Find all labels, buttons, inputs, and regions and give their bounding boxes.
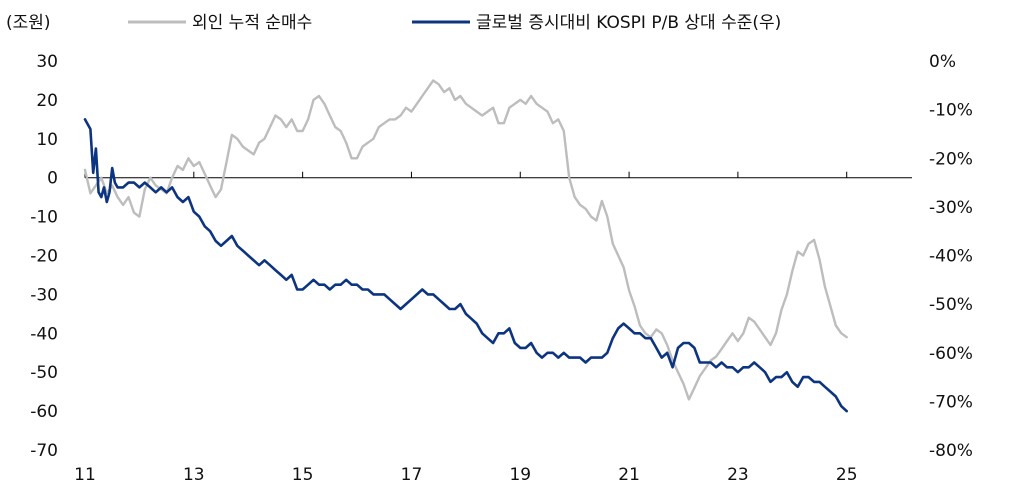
left-tick-label: -30 [30,285,58,305]
right-axis: 0% -10% -20% -30% -40% -50% -60% -70% -80% [929,52,973,461]
x-tick-label: 23 [727,465,749,485]
right-tick-label: -80% [929,441,973,461]
right-tick-label: -20% [929,149,973,169]
right-tick-label: 0% [929,52,956,72]
series-line-kospi-pb [83,118,848,413]
legend-label-kospi-pb: 글로벌 증시대비 KOSPI P/B 상대 수준(우) [476,13,781,33]
series-layer [83,79,848,413]
right-tick-label: -70% [929,392,973,412]
left-tick-label: -20 [30,247,58,267]
left-tick-label: 30 [36,52,58,72]
left-tick-label: 20 [36,91,58,111]
left-tick-label: -10 [30,208,58,228]
x-tick-label: 25 [836,465,858,485]
x-tick-label: 17 [401,465,423,485]
left-tick-label: -70 [30,441,58,461]
x-tick-label: 21 [618,465,640,485]
right-tick-label: -60% [929,344,973,364]
right-tick-label: -30% [929,198,973,218]
legend: 외인 누적 순매수 글로벌 증시대비 KOSPI P/B 상대 수준(우) [128,13,781,33]
left-axis: 30 20 10 0 -10 -20 -30 -40 -50 -60 -70 [30,52,58,461]
legend-label-foreign-net-buy: 외인 누적 순매수 [192,13,312,33]
left-tick-label: 0 [47,169,58,189]
series-line-foreign-net-buy [83,79,848,401]
left-axis-unit-label: (조원) [6,13,51,33]
x-tick-label: 19 [509,465,531,485]
x-tick-label: 15 [292,465,314,485]
right-tick-label: -10% [929,101,973,121]
left-tick-label: 10 [36,130,58,150]
x-tick-label: 11 [74,465,96,485]
x-tick-label: 13 [183,465,205,485]
right-tick-label: -40% [929,247,973,267]
left-tick-label: -40 [30,324,58,344]
left-tick-label: -50 [30,363,58,383]
left-tick-label: -60 [30,402,58,422]
right-tick-label: -50% [929,295,973,315]
